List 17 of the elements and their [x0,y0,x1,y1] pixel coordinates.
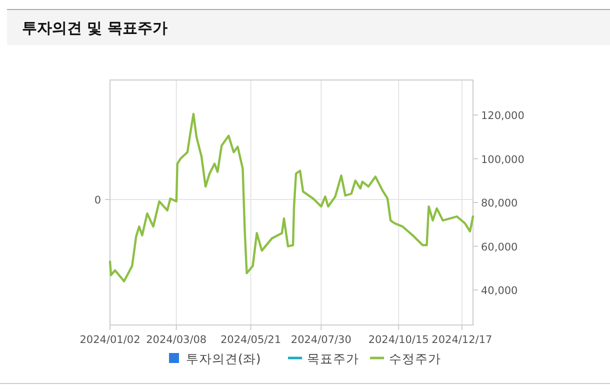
y2-tick-label: 40,000 [481,285,518,297]
chart-title: 투자의견 및 목표주가 [22,19,168,37]
x-tick-label: 2024/12/17 [432,334,492,346]
line-series [108,112,474,282]
y2-tick-label: 80,000 [481,198,518,210]
x-tick-label: 2024/03/08 [146,334,207,346]
y2-tick-label: 100,000 [481,154,524,166]
legend-label: 수정주가 [389,351,441,366]
text: 0 [94,194,101,206]
legend-label: 목표주가 [307,351,359,366]
x-tick-label: 2024/01/02 [80,334,140,346]
x-tick-label: 2024/05/21 [220,334,282,346]
x-tick-label: 2024/07/30 [290,334,352,346]
y2-tick-label: 60,000 [481,241,518,254]
x-tick-label: 2024/10/15 [368,334,429,346]
y2-tick-label: 120,000 [481,110,524,122]
legend-label: 투자의견(좌) [186,351,261,366]
